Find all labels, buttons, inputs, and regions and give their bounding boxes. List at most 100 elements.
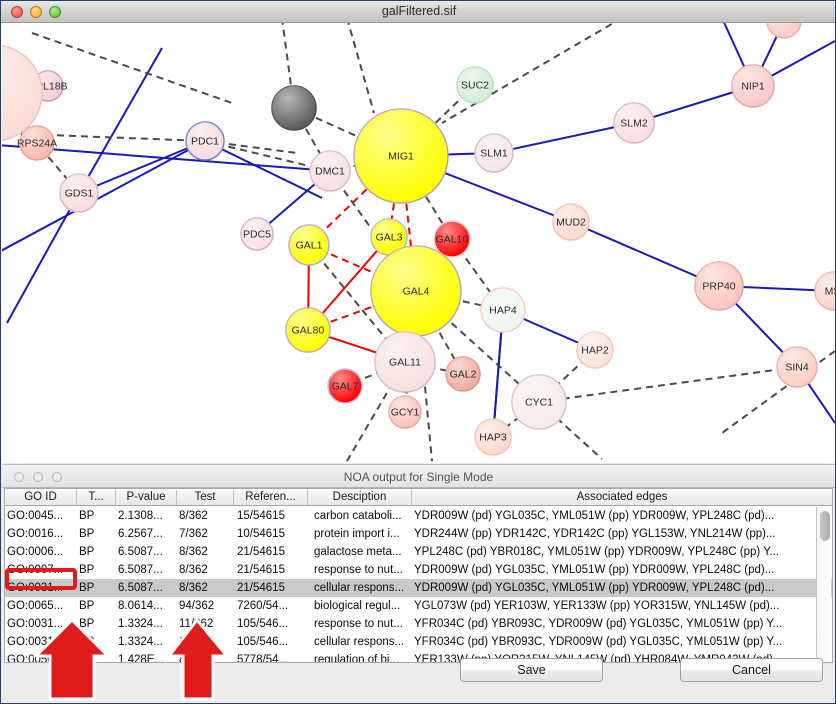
table-body[interactable]: GO:0045... BP 2.1308... 8/362 15/54615 carbon…	[5, 507, 832, 662]
node-layer[interactable]: RPL18BRPS24AGDS1PDC1PDC5DMC1MIG1SUC2SLM1…	[2, 23, 835, 456]
cell-type: BP	[79, 564, 95, 576]
cell-edges: YDR244W (pp) YDR142C, YDR142C (pp) YGL15…	[414, 528, 776, 540]
graph-node-prp40[interactable]: PRP40	[694, 261, 744, 311]
edge[interactable]	[2, 140, 206, 253]
column-header-edges[interactable]: Associated edges	[411, 490, 832, 505]
cell-edges: YFR034C (pd) YBR093C, YDR009W (pd) YGL03…	[414, 636, 783, 648]
save-button[interactable]: Save	[460, 658, 603, 682]
table-vertical-scrollbar[interactable]	[816, 507, 831, 662]
close-button-icon[interactable]	[11, 6, 23, 18]
graph-node-nip1[interactable]: NIP1	[731, 64, 775, 108]
results-table[interactable]: GO ID T... P-value Test Referen... Desciption…	[4, 488, 833, 663]
graph-node-gal7[interactable]: GAL7	[327, 368, 363, 404]
maximize-button-icon[interactable]	[49, 6, 61, 18]
column-header-type[interactable]: T...	[76, 490, 115, 505]
graph-node-topright[interactable]	[766, 23, 802, 39]
cell-pvalue: 8.0614...	[118, 600, 163, 612]
edge[interactable]	[2, 132, 206, 142]
cell-go-id: GO:0007...	[7, 564, 64, 576]
graph-node-slm2[interactable]: SLM2	[613, 102, 655, 144]
cancel-button[interactable]: Cancel	[680, 658, 823, 682]
edge[interactable]	[538, 366, 798, 403]
minimize-button-icon[interactable]	[30, 6, 42, 18]
table-row[interactable]: GO:0007... BP 6.5087... 8/362 21/54615 respon…	[5, 561, 832, 579]
graph-node-gds1[interactable]: GDS1	[59, 173, 99, 213]
table-row[interactable]: GO:0006... BP 6.5087... 8/362 21/54615 galact…	[5, 543, 832, 561]
graph-node-hap4[interactable]: HAP4	[480, 287, 526, 333]
graph-node-pdc5[interactable]: PDC5	[240, 217, 274, 251]
column-header-go-id[interactable]: GO ID	[24, 491, 57, 503]
graph-node-gal11[interactable]: GAL11	[374, 331, 436, 393]
edge[interactable]	[78, 47, 163, 194]
graph-node-msi[interactable]: MSI	[814, 271, 835, 311]
edge[interactable]	[6, 192, 80, 324]
cell-pvalue: 6.5087...	[118, 564, 163, 576]
edge[interactable]	[204, 140, 331, 172]
cell-test: 11/362	[179, 636, 214, 648]
network-graph[interactable]: RPL18BRPS24AGDS1PDC1PDC5DMC1MIG1SUC2SLM1…	[2, 23, 835, 463]
column-header-pvalue[interactable]: P-value	[115, 490, 176, 505]
cell-go-id: GO:0031...	[7, 618, 64, 630]
column-header-test[interactable]: Test	[176, 490, 233, 505]
cell-description: response to nut...	[314, 564, 403, 576]
graph-node-slm1[interactable]: SLM1	[474, 133, 514, 173]
cell-pvalue: 6.2567...	[118, 528, 163, 540]
cell-type: BP	[79, 636, 95, 648]
table-row[interactable]: GO:0031... BP 6.5087... 8/362 21/54615 cellul…	[5, 579, 832, 597]
cell-reference: 15/54615	[237, 510, 285, 522]
graph-node-mig1[interactable]: MIG1	[353, 108, 449, 204]
table-row[interactable]: GO:0045... BP 2.1308... 8/362 15/54615 carbon…	[5, 507, 832, 525]
cell-type: BP	[79, 582, 95, 594]
graph-node-gal4[interactable]: GAL4	[370, 245, 462, 337]
cell-reference: 105/546...	[237, 636, 289, 648]
cell-go-id: GO:0031...	[7, 636, 64, 648]
column-header-reference[interactable]: Referen...	[233, 490, 307, 505]
noa-output-panel: NOA output for Single Mode GO ID T... P-va…	[2, 464, 835, 703]
edge[interactable]	[441, 23, 622, 124]
noa-close-button-icon[interactable]	[14, 472, 24, 482]
cell-reference: 7260/54...	[237, 600, 289, 612]
edge[interactable]	[78, 140, 206, 194]
graph-node-gal10[interactable]: GAL10	[433, 220, 471, 258]
cell-test: 11/362	[179, 618, 214, 630]
cell-test: 7/362	[179, 528, 208, 540]
network-canvas[interactable]: RPL18B RPS24A GDS1 PDC1 PDC5 DMC1 MIG1 SUC2 SLM1…	[2, 23, 835, 463]
noa-minimize-button-icon[interactable]	[33, 472, 43, 482]
edge[interactable]	[308, 155, 402, 246]
cell-test: 80/362	[179, 654, 215, 662]
table-header-row: GO ID T... P-value Test Referen... Desciption…	[5, 489, 832, 506]
edge[interactable]	[493, 122, 635, 154]
table-row[interactable]: GO:0016... BP 6.2567... 7/362 10/54615 protei…	[5, 525, 832, 543]
table-row[interactable]: GO:0031... BP 1.3324... 11/362 105/546... cel…	[5, 633, 832, 651]
graph-node-gal1[interactable]: GAL1	[288, 224, 330, 266]
graph-node-hap2[interactable]: HAP2	[576, 331, 614, 369]
edge[interactable]	[204, 140, 323, 199]
graph-node-hap3[interactable]: HAP3	[474, 418, 512, 456]
graph-node-gal2[interactable]: GAL2	[445, 356, 481, 392]
edge[interactable]	[347, 23, 375, 114]
edge-layer	[2, 23, 835, 462]
window-titlebar: galFiltered.sif	[1, 1, 835, 23]
graph-node-dmc1[interactable]: DMC1	[309, 150, 351, 192]
cell-go-id: GO:0006...	[7, 546, 64, 558]
noa-maximize-button-icon[interactable]	[52, 472, 62, 482]
scrollbar-thumb[interactable]	[820, 511, 830, 541]
graph-node-big_left[interactable]	[2, 44, 43, 142]
graph-node-cyc1[interactable]: CYC1	[511, 374, 567, 430]
graph-node-mud2[interactable]: MUD2	[552, 203, 590, 241]
graph-node-pdc1[interactable]: PDC1	[185, 121, 225, 161]
edge[interactable]	[570, 221, 720, 287]
graph-node-gal80[interactable]: GAL80	[285, 307, 331, 353]
cell-pvalue: 1.3324...	[118, 618, 163, 630]
cell-edges: YGL073W (pd) YER103W, YER133W (pp) YOR31…	[414, 600, 780, 612]
window-title: galFiltered.sif	[381, 4, 457, 18]
table-row[interactable]: GO:0031... BP 1.3324... 11/362 105/546... res…	[5, 615, 832, 633]
graph-node-darknode[interactable]	[271, 85, 317, 131]
column-header-description[interactable]: Desciption	[307, 490, 411, 505]
graph-node-gcy1[interactable]: GCY1	[388, 395, 422, 429]
graph-node-sin4[interactable]: SIN4	[776, 346, 818, 388]
cell-go-id: GO:0045...	[7, 510, 64, 522]
table-row[interactable]: GO:0065... BP 8.0614... 94/362 7260/54... bio…	[5, 597, 832, 615]
graph-node-suc2[interactable]: SUC2	[456, 66, 494, 104]
cell-reference: 21/54615	[237, 546, 285, 558]
